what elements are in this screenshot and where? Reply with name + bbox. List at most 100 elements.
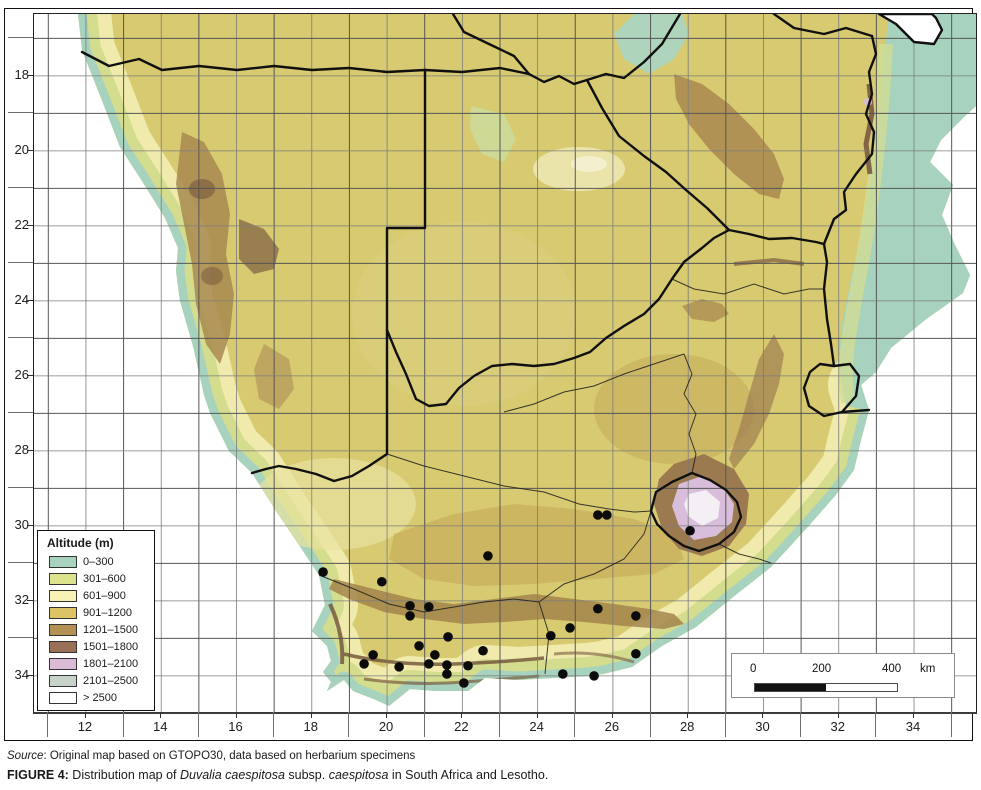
x-axis-label: 32 — [830, 719, 845, 734]
y-tick — [27, 299, 33, 301]
figure-caption: FIGURE 4: Distribution map of Duvalia ca… — [7, 768, 548, 782]
x-tick — [160, 712, 162, 718]
scale-unit: km — [920, 663, 936, 675]
legend-label: 1501–1800 — [83, 640, 139, 653]
legend-entry: 2101–2500 — [38, 672, 154, 689]
x-axis-label: 20 — [378, 719, 394, 734]
caption-mid: subsp. — [284, 768, 329, 782]
y-tick — [27, 374, 33, 376]
source-label: Source — [7, 750, 44, 762]
x-tick — [235, 712, 237, 718]
legend-entry: > 2500 — [38, 689, 154, 706]
occurrence-dots — [318, 510, 695, 688]
x-margin-tick — [47, 712, 49, 737]
x-margin-tick — [724, 712, 726, 737]
x-margin-tick — [197, 712, 199, 737]
occurrence-dot — [414, 641, 424, 651]
x-tick — [913, 712, 915, 718]
legend-label: 601–900 — [83, 589, 126, 602]
border-sa-mozambique — [822, 242, 836, 368]
x-axis-label: 14 — [152, 719, 168, 734]
occurrence-dot — [589, 671, 599, 681]
scale-bar-filled-segment — [755, 684, 826, 691]
okavango-patch — [470, 106, 516, 162]
y-axis-label: 30 — [14, 516, 29, 532]
occurrence-dot — [545, 630, 556, 641]
x-tick — [84, 712, 86, 718]
legend-entry: 601–900 — [38, 587, 154, 604]
x-axis-label: 22 — [454, 719, 469, 734]
province-borders — [318, 278, 824, 675]
drakensberg-north — [729, 334, 784, 469]
zimbabwe-plateau — [674, 74, 784, 199]
y-margin-tick — [8, 37, 33, 39]
occurrence-dot — [442, 660, 452, 670]
cape-fold-ridge-4 — [553, 651, 635, 664]
x-margin-tick — [273, 712, 275, 737]
legend-swatch — [49, 674, 77, 687]
occurrence-dot — [463, 660, 473, 671]
legend-entry: 1801–2100 — [38, 655, 154, 672]
legend-entry: 1201–1500 — [38, 621, 154, 638]
x-tick — [687, 712, 689, 718]
scale-tick-0: 0 — [750, 663, 757, 675]
legend-body: 0–300 301–600 601–900 901–1200 1201–1500 1501… — [38, 553, 154, 706]
y-margin-tick — [8, 562, 33, 564]
occurrence-dot — [430, 650, 440, 660]
x-margin-tick — [574, 712, 576, 737]
occurrence-dot — [602, 510, 612, 520]
occurrence-dot — [631, 648, 641, 659]
y-tick — [27, 674, 33, 676]
legend-title: Altitude (m) — [47, 536, 114, 550]
y-tick — [27, 224, 33, 226]
border-zambezi-north — [772, 14, 874, 38]
map-panel — [33, 13, 977, 714]
border-swaziland — [802, 362, 861, 418]
source-note: Source: Original map based on GTOPO30, d… — [7, 750, 415, 762]
scale-tick-400: 400 — [882, 663, 902, 675]
country-borders — [80, 14, 944, 553]
khomas-highland — [239, 219, 279, 274]
legend-label: 901–1200 — [83, 606, 132, 619]
border-angola-namibia — [80, 14, 682, 86]
occurrence-dot — [685, 525, 695, 536]
occurrence-dot — [368, 650, 378, 660]
legend-swatch — [49, 691, 77, 704]
border-sa-zimbabwe — [727, 228, 826, 246]
lake-cahora-bassa — [877, 14, 944, 46]
occurrence-dot — [442, 669, 452, 679]
x-margin-tick — [498, 712, 500, 737]
great-escarpment — [329, 579, 684, 629]
occurrence-dot — [424, 602, 434, 612]
caption-post: in South Africa and Lesotho. — [388, 768, 549, 782]
altitude-legend: Altitude (m) 0–300 301–600 601–900 901–1200… — [37, 530, 155, 711]
border-botswana-sa — [385, 228, 731, 408]
x-margin-tick — [122, 712, 124, 737]
occurrence-dot — [376, 576, 387, 587]
x-margin-tick — [423, 712, 425, 737]
kalahari-patch — [352, 222, 576, 406]
x-margin-tick — [875, 712, 877, 737]
soutpansberg — [733, 257, 805, 266]
occurrence-dot — [558, 669, 568, 679]
border-namibia-botswana — [385, 68, 427, 456]
legend-swatch — [49, 606, 77, 619]
legend-entry: 1501–1800 — [38, 638, 154, 655]
border-zimbabwe-mozambique — [822, 34, 878, 246]
legend-swatch — [49, 589, 77, 602]
x-margin-tick — [348, 712, 350, 737]
y-tick — [27, 74, 33, 76]
legend-swatch — [49, 640, 77, 653]
y-margin-tick — [8, 112, 33, 114]
legend-swatch — [49, 572, 77, 585]
occurrence-dot — [405, 600, 415, 611]
cape-fold-ridge-1 — [328, 603, 345, 665]
border-botswana-zimbabwe — [585, 78, 731, 232]
x-axis-label: 30 — [755, 719, 770, 734]
y-margin-tick — [8, 637, 33, 639]
caption-subspecies: caespitosa — [328, 768, 389, 782]
border-lesotho — [649, 471, 743, 553]
occurrence-dot — [593, 603, 603, 614]
occurrence-dot — [405, 611, 415, 621]
